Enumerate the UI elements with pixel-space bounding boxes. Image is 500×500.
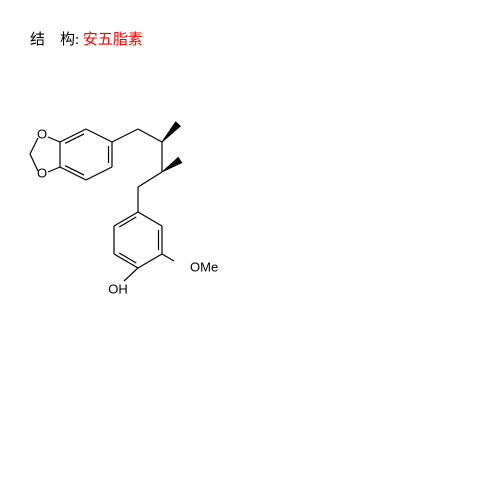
- structure-field-label: 结 构:: [30, 32, 79, 48]
- svg-text:O: O: [37, 165, 47, 180]
- svg-text:OMe: OMe: [190, 259, 218, 274]
- svg-text:O: O: [37, 126, 47, 141]
- chemical-structure-diagram: O O OMe OH: [20, 100, 280, 365]
- structure-field-value: 安五脂素: [83, 32, 143, 48]
- svg-text:OH: OH: [108, 281, 128, 296]
- structure-label-row: 结 构: 安五脂素: [30, 28, 143, 49]
- molecule-svg: O O OMe OH: [20, 100, 280, 360]
